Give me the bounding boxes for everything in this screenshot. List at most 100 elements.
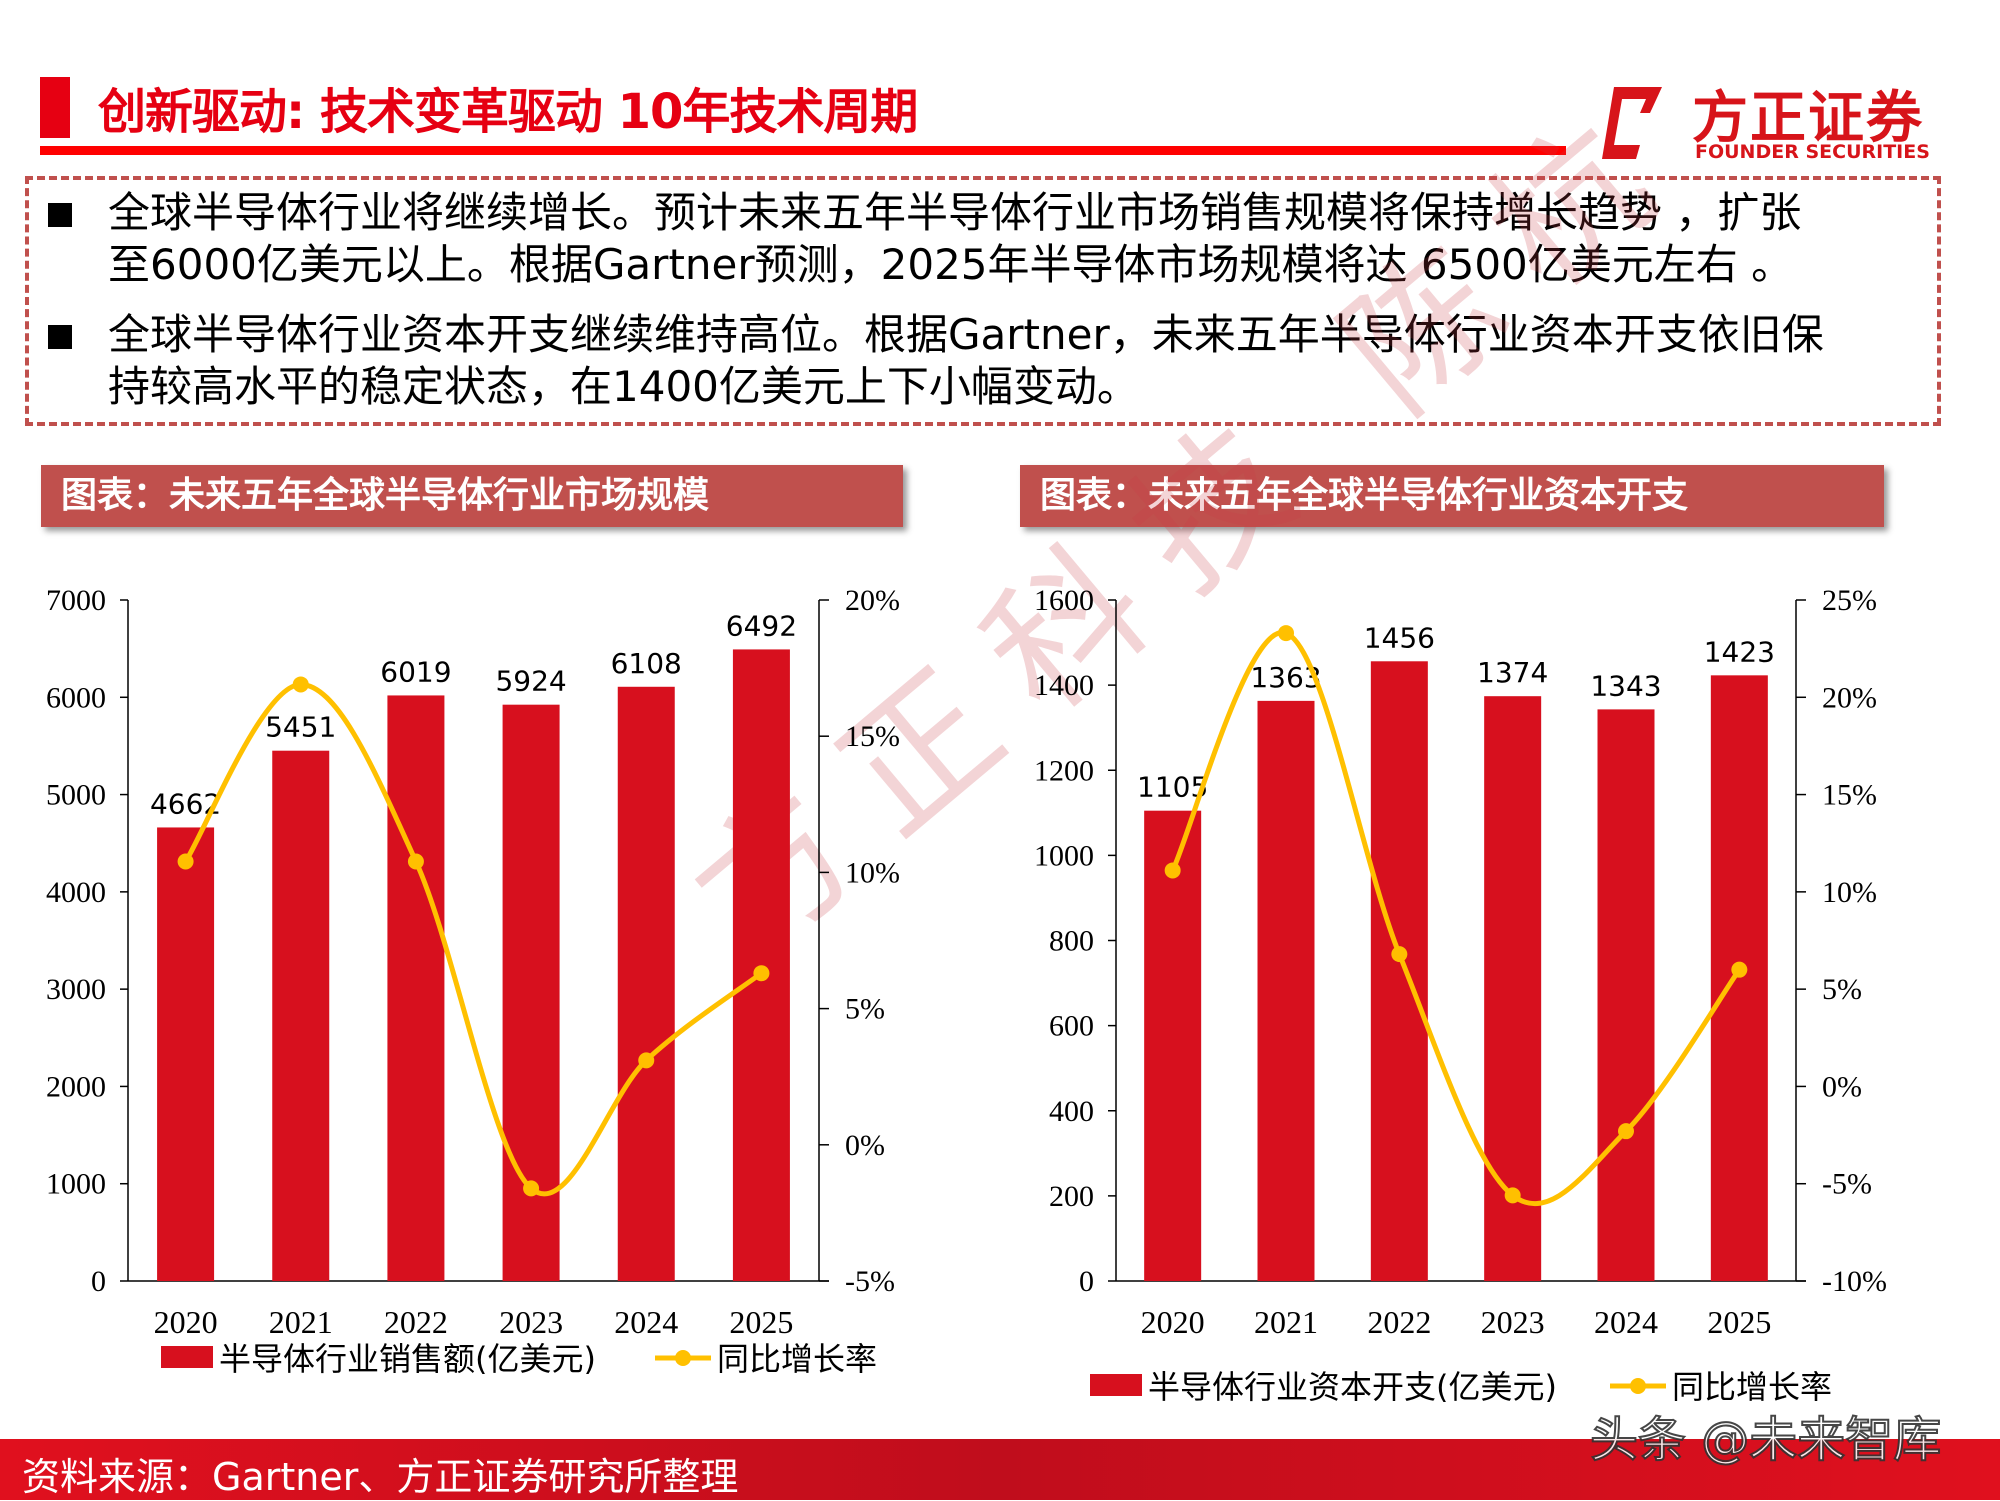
- legend-line-label: 同比增长率: [717, 1340, 877, 1378]
- right-tick-label: 15%: [1822, 779, 1877, 812]
- x-tick-label: 2025: [729, 1304, 793, 1340]
- legend-line-label: 同比增长率: [1672, 1368, 1832, 1406]
- bullet-text: 全球半导体行业资本开支继续维持高位。根据Gartner，未来五年半导体行业资本开…: [108, 309, 1928, 413]
- chart-heading-capex: 图表：未来五年全球半导体行业资本开支: [1020, 465, 1884, 527]
- left-tick-label: 400: [1049, 1095, 1094, 1128]
- growth-point: [1391, 946, 1408, 963]
- chart-heading-market-size: 图表：未来五年全球半导体行业市场规模: [41, 465, 903, 527]
- legend-line-marker: [1630, 1378, 1646, 1394]
- page-title: 创新驱动: 技术变革驱动 10年技术周期: [98, 84, 918, 140]
- growth-point: [407, 853, 424, 870]
- bullet-line: 持较高水平的稳定状态，在1400亿美元上下小幅变动。: [108, 362, 1139, 411]
- x-tick-label: 2020: [154, 1304, 218, 1340]
- title-divider: [40, 146, 1566, 155]
- x-tick-label: 2022: [384, 1304, 448, 1340]
- right-tick-label: 15%: [845, 720, 900, 753]
- data-label: 6492: [726, 609, 797, 642]
- growth-point: [1164, 862, 1181, 879]
- right-tick-label: 5%: [845, 993, 885, 1026]
- right-tick-label: 20%: [845, 584, 900, 617]
- growth-point: [638, 1052, 655, 1069]
- bullet-line: 全球半导体行业将继续增长。预计未来五年半导体行业市场销售规模将保持增长趋势 ，扩…: [108, 188, 1802, 237]
- right-tick-label: 0%: [845, 1129, 885, 1162]
- left-tick-label: 800: [1049, 925, 1094, 958]
- right-tick-label: -10%: [1822, 1265, 1887, 1298]
- right-tick-label: 0%: [1822, 1070, 1862, 1103]
- footer-band: [0, 1439, 2000, 1500]
- left-tick-label: 6000: [46, 681, 106, 714]
- bar: [387, 695, 445, 1281]
- legend-bar-swatch: [161, 1346, 213, 1368]
- growth-point: [523, 1180, 540, 1197]
- data-label: 1374: [1477, 656, 1548, 689]
- x-tick-label: 2023: [499, 1304, 563, 1340]
- left-tick-label: 5000: [46, 779, 106, 812]
- legend-bar-label: 半导体行业资本开支(亿美元): [1148, 1368, 1557, 1406]
- right-tick-label: -5%: [845, 1265, 895, 1298]
- growth-point: [1618, 1123, 1634, 1140]
- growth-point: [177, 853, 194, 870]
- data-label: 5924: [495, 665, 566, 698]
- left-tick-label: 600: [1049, 1010, 1094, 1043]
- growth-point: [1504, 1187, 1521, 1204]
- toutiao-watermark: 头条 @未来智库: [1589, 1411, 1942, 1469]
- data-label: 6108: [611, 647, 682, 680]
- data-label: 1456: [1364, 621, 1435, 654]
- bullet-line: 至6000亿美元以上。根据Gartner预测，2025年半导体市场规模将达 65…: [108, 240, 1794, 289]
- data-label: 5451: [265, 711, 336, 744]
- bullet-text: 全球半导体行业将继续增长。预计未来五年半导体行业市场销售规模将保持增长趋势 ，扩…: [108, 187, 1928, 291]
- logo-english-text: FOUNDER SECURITIES: [1695, 141, 1930, 163]
- summary-box: [25, 176, 1941, 426]
- x-tick-label: 2022: [1367, 1304, 1431, 1340]
- bullet-line: 全球半导体行业资本开支继续维持高位。根据Gartner，未来五年半导体行业资本开…: [108, 310, 1824, 359]
- left-tick-label: 4000: [46, 876, 106, 909]
- bar: [1597, 709, 1655, 1281]
- left-tick-label: 0: [1079, 1265, 1094, 1298]
- x-tick-label: 2020: [1141, 1304, 1205, 1340]
- source-note: 资料来源：Gartner、方正证券研究所整理: [22, 1455, 739, 1499]
- title-accent-bar: [40, 77, 70, 138]
- bar: [617, 686, 675, 1281]
- left-tick-label: 200: [1049, 1180, 1094, 1213]
- left-tick-label: 1000: [1034, 839, 1094, 872]
- legend-bar-swatch: [1090, 1374, 1142, 1396]
- x-tick-label: 2021: [269, 1304, 333, 1340]
- x-tick-label: 2024: [1594, 1304, 1658, 1340]
- right-tick-label: -5%: [1822, 1168, 1872, 1201]
- left-tick-label: 1600: [1034, 584, 1094, 617]
- bar: [1710, 675, 1768, 1281]
- data-label: 1423: [1704, 635, 1775, 668]
- right-tick-label: 25%: [1822, 584, 1877, 617]
- bar: [1257, 700, 1315, 1281]
- right-tick-label: 5%: [1822, 973, 1862, 1006]
- growth-point: [1278, 625, 1294, 642]
- right-tick-label: 10%: [845, 856, 900, 889]
- logo-chinese-text: 方正证券: [1692, 86, 1924, 151]
- x-tick-label: 2021: [1254, 1304, 1318, 1340]
- right-tick-label: 10%: [1822, 876, 1877, 909]
- founder-securities-logo: 方正证券 FOUNDER SECURITIES: [1600, 77, 1930, 169]
- bar: [1370, 661, 1428, 1281]
- x-tick-label: 2023: [1481, 1304, 1545, 1340]
- logo-mark-icon: [1602, 87, 1662, 159]
- bar: [1144, 810, 1202, 1281]
- growth-point: [753, 965, 770, 982]
- growth-point: [1731, 961, 1748, 978]
- bar: [157, 827, 215, 1281]
- right-tick-label: 20%: [1822, 681, 1877, 714]
- left-tick-label: 3000: [46, 973, 106, 1006]
- legend-bar-label: 半导体行业销售额(亿美元): [219, 1340, 596, 1378]
- left-tick-label: 1000: [46, 1168, 106, 1201]
- x-tick-label: 2024: [614, 1304, 678, 1340]
- data-label: 6019: [380, 655, 451, 688]
- bar: [272, 750, 330, 1281]
- bullet-marker: [48, 325, 72, 349]
- left-tick-label: 7000: [46, 584, 106, 617]
- bar: [1484, 696, 1542, 1281]
- left-tick-label: 1400: [1034, 669, 1094, 702]
- data-label: 1343: [1590, 669, 1661, 702]
- x-tick-label: 2025: [1707, 1304, 1771, 1340]
- bullet-marker: [48, 203, 72, 227]
